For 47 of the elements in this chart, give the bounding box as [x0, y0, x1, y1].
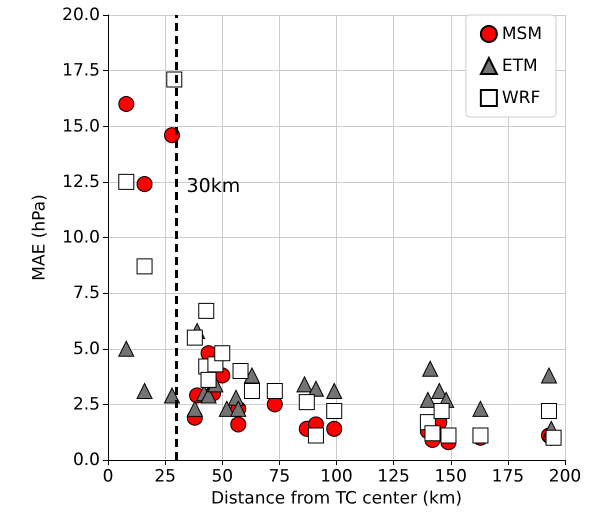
y-tick-label: 15.0 — [62, 116, 100, 136]
point — [118, 96, 134, 112]
legend-label: ETM — [502, 56, 538, 76]
point — [296, 376, 313, 392]
y-tick-label: 5.0 — [72, 338, 100, 359]
point — [244, 367, 260, 384]
point — [186, 330, 203, 346]
x-tick-label: 175 — [492, 466, 524, 486]
point — [218, 400, 235, 417]
y-tick-label: 0.0 — [72, 450, 100, 470]
point — [422, 360, 438, 377]
point — [440, 428, 456, 444]
point — [200, 387, 217, 404]
x-tick-label: 50 — [211, 466, 234, 486]
point — [546, 430, 562, 446]
y-tick-label: 20.0 — [62, 5, 100, 25]
x-tick-label: 200 — [548, 466, 582, 486]
x-tick-label: 0 — [102, 466, 114, 486]
point — [186, 400, 203, 417]
point — [424, 425, 440, 442]
point — [472, 400, 488, 417]
point — [136, 383, 153, 400]
point — [541, 367, 558, 384]
point — [308, 428, 324, 444]
point — [326, 383, 342, 400]
y-tick-label: 7.5 — [72, 283, 100, 304]
point — [326, 420, 342, 437]
x-tick-label: 100 — [320, 466, 353, 486]
x-tick-label: 125 — [377, 466, 410, 486]
legend-label: MSM — [502, 24, 542, 44]
point — [230, 416, 246, 432]
point — [420, 392, 436, 408]
x-tick-label: 25 — [154, 466, 176, 486]
y-tick-label: 2.5 — [72, 394, 100, 414]
y-tick-label: 17.5 — [62, 60, 100, 81]
point — [118, 340, 134, 357]
point — [136, 176, 153, 192]
y-tick-label: 10.0 — [62, 228, 100, 248]
legend-label: WRF — [502, 88, 540, 108]
point — [434, 403, 450, 420]
x-tick-label: 150 — [434, 466, 467, 486]
x-axis-title: Distance from TC center (km) — [210, 488, 462, 508]
point — [164, 387, 180, 404]
y-axis-title: MAE (hPa) — [30, 194, 50, 281]
y-tick-label: 12.5 — [62, 172, 100, 192]
x-tick-label: 75 — [268, 466, 290, 486]
ref-line-label: 30km — [186, 175, 240, 198]
